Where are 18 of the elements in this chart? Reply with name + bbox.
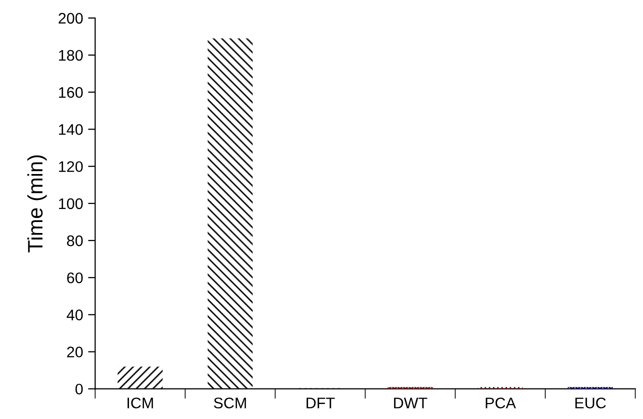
x-tick-label: ICM — [128, 398, 153, 408]
y-tick-label: 20 — [67, 346, 83, 358]
x-tick-label: PCA — [486, 398, 516, 408]
x-tick-label: SCM — [214, 398, 246, 408]
y-tick-label: 100 — [59, 198, 83, 210]
y-tick-label: 140 — [59, 124, 83, 135]
y-tick-label: 180 — [59, 50, 83, 61]
x-tick-label: EUC — [575, 398, 606, 408]
y-tick-label: 160 — [59, 87, 83, 98]
y-tick-label: 120 — [59, 161, 83, 172]
y-tick-label: 0 — [75, 384, 83, 395]
y-axis-title: Time (min) — [27, 155, 47, 252]
x-tick-label: DFT — [306, 398, 335, 408]
y-tick-label: 40 — [66, 310, 83, 320]
y-tick-label: 80 — [67, 235, 83, 246]
y-tick-label: 60 — [67, 272, 83, 284]
x-tick-label: DWT — [394, 398, 428, 408]
y-tick-label: 200 — [58, 12, 83, 24]
